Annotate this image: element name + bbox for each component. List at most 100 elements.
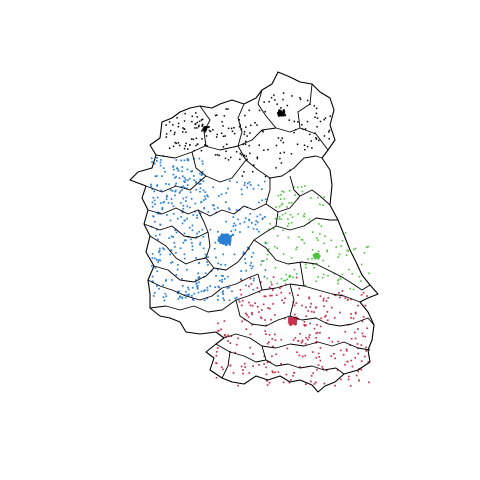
map-point <box>313 105 316 107</box>
map-point <box>222 237 225 241</box>
map-point <box>201 170 204 173</box>
map-point <box>262 130 264 133</box>
map-point <box>293 313 296 316</box>
map-point <box>267 307 269 309</box>
map-point <box>345 348 348 351</box>
map-point <box>291 319 294 322</box>
map-point <box>310 380 312 383</box>
map-point <box>303 242 306 245</box>
map-point <box>246 186 248 189</box>
map-point <box>172 166 174 168</box>
map-point <box>186 184 189 186</box>
map-point <box>234 229 237 231</box>
map-point <box>181 170 184 173</box>
map-point <box>208 129 211 132</box>
map-point <box>206 126 209 129</box>
district-border <box>297 83 313 129</box>
map-point <box>352 288 355 291</box>
map-point <box>222 242 225 245</box>
map-point <box>347 250 350 252</box>
map-point <box>252 365 254 367</box>
map-point <box>274 217 277 220</box>
map-point <box>328 138 330 140</box>
map-point <box>355 374 358 377</box>
map-point <box>198 183 201 185</box>
map-point <box>192 138 195 141</box>
map-point <box>219 279 221 282</box>
map-point <box>289 316 292 319</box>
map-point <box>185 142 187 145</box>
map-point <box>317 256 320 259</box>
map-point <box>207 263 209 266</box>
map-point <box>223 236 226 240</box>
map-point <box>327 265 330 267</box>
map-point <box>222 135 225 137</box>
map-point <box>195 235 198 238</box>
map-point <box>270 96 273 99</box>
map-point <box>274 99 276 101</box>
map-point <box>288 276 291 278</box>
map-point <box>151 275 154 278</box>
map-point <box>322 204 324 206</box>
map-point <box>364 335 367 338</box>
map-point <box>292 276 294 278</box>
map-point <box>251 311 253 314</box>
map-point <box>319 331 321 334</box>
map-point <box>357 328 359 330</box>
map-point <box>242 253 245 255</box>
map-point <box>312 231 314 233</box>
map-point <box>316 262 318 265</box>
map-point <box>161 208 164 211</box>
map-point <box>220 328 222 331</box>
map-point <box>318 139 320 142</box>
map-point <box>202 247 205 250</box>
map-point <box>282 141 285 144</box>
map-point <box>304 128 307 130</box>
map-point <box>200 200 203 203</box>
map-point <box>165 136 168 138</box>
map-point <box>216 133 218 136</box>
map-point <box>222 275 224 277</box>
map-point <box>221 281 223 283</box>
map-point <box>364 304 367 307</box>
map-point <box>151 253 154 255</box>
map-point <box>225 108 227 110</box>
map-point <box>315 107 318 110</box>
map-point <box>164 292 167 295</box>
map-point <box>176 168 179 170</box>
map-point <box>257 221 259 224</box>
map-point <box>276 235 279 237</box>
map-point <box>193 175 195 177</box>
map-point <box>234 224 237 227</box>
map-point <box>188 226 191 229</box>
map-point <box>262 260 265 262</box>
map-point <box>353 248 355 251</box>
map-point <box>260 309 263 311</box>
district-border <box>143 223 209 239</box>
map-point <box>277 194 280 197</box>
map-point <box>244 217 247 219</box>
map-point <box>154 234 157 237</box>
map-point <box>196 286 199 289</box>
map-point <box>243 133 246 135</box>
map-point <box>315 340 318 343</box>
map-point <box>182 131 184 133</box>
map-point <box>223 299 225 301</box>
map-point <box>351 273 354 275</box>
map-point <box>203 299 206 302</box>
map-point <box>158 287 160 290</box>
map-point <box>263 149 265 151</box>
map-point <box>288 321 291 324</box>
map-point <box>306 120 309 123</box>
map-point <box>363 355 366 358</box>
district-border <box>147 273 259 301</box>
map-point <box>284 297 286 300</box>
region-outline <box>129 71 379 393</box>
map-point <box>316 126 318 128</box>
map-point <box>182 127 184 129</box>
map-point <box>191 286 194 289</box>
map-point <box>286 225 289 227</box>
map-point <box>191 170 193 172</box>
map-point <box>289 318 292 321</box>
map-point <box>177 170 180 172</box>
